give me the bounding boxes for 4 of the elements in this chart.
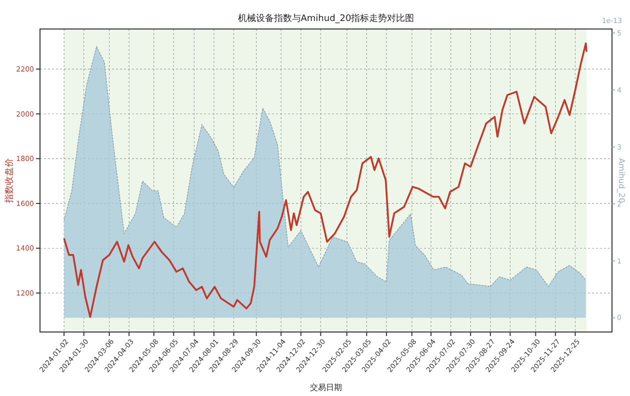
x-axis-title: 交易日期 <box>310 383 342 392</box>
chart-title: 机械设备指数与Amihud_20指标走势对比图 <box>238 13 414 24</box>
y-axis-title: 指数收盘价 <box>4 158 15 204</box>
y2-axis-title: Amihud_20 <box>617 158 626 203</box>
